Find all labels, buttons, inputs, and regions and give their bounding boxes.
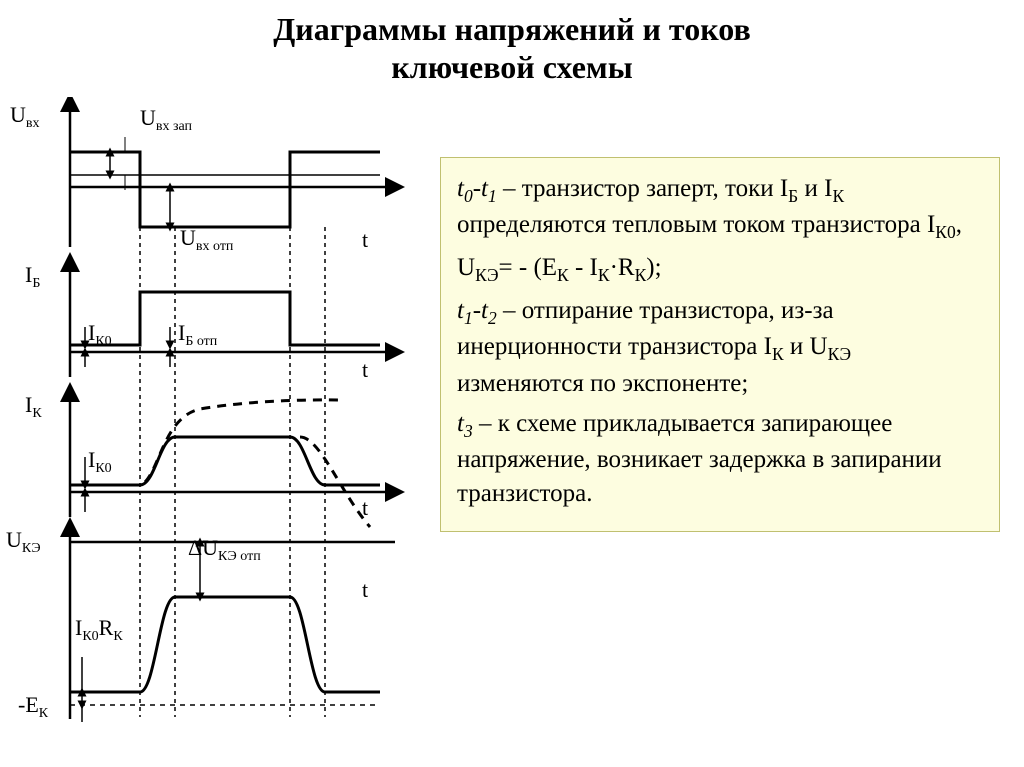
svg-text:IК0RК: IК0RК xyxy=(75,615,123,644)
desc-p1: t0-t1 – транзистор заперт, токи IБ и IК … xyxy=(457,172,983,245)
svg-text:Uвх отп: Uвх отп xyxy=(180,225,234,254)
title-line-1: Диаграммы напряжений и токов xyxy=(273,11,750,47)
svg-text:Uвх зап: Uвх зап xyxy=(140,105,193,134)
desc-p2: UКЭ= - (EК - IК·RК); xyxy=(457,251,983,288)
svg-text:IК0: IК0 xyxy=(88,320,112,349)
svg-text:t: t xyxy=(362,577,368,602)
svg-text:-EК: -EК xyxy=(18,692,49,721)
title-line-2: ключевой схемы xyxy=(391,49,632,85)
description-box: t0-t1 – транзистор заперт, токи IБ и IК … xyxy=(440,157,1000,532)
svg-text:IК: IК xyxy=(25,392,42,421)
page-content: Uвх Uвх зап Uвх отп t IБ IК0 xyxy=(0,97,1024,737)
svg-text:IК0: IК0 xyxy=(88,447,112,476)
desc-p3: t1-t2 – отпирание транзистора, из-за ине… xyxy=(457,294,983,401)
desc-p4: t3 – к схеме прикладывается запирающее н… xyxy=(457,407,983,511)
svg-text:t: t xyxy=(362,227,368,252)
page-title: Диаграммы напряжений и токов ключевой сх… xyxy=(0,0,1024,97)
svg-text:t: t xyxy=(362,357,368,382)
svg-text:Uвх: Uвх xyxy=(10,102,40,131)
timing-diagram: Uвх Uвх зап Uвх отп t IБ IК0 xyxy=(0,97,430,737)
svg-text:t: t xyxy=(362,495,368,520)
svg-text:ΔUКЭ отп: ΔUКЭ отп xyxy=(188,535,261,564)
svg-text:IБ отп: IБ отп xyxy=(178,320,218,349)
svg-text:UКЭ: UКЭ xyxy=(6,527,41,556)
svg-text:IБ: IБ xyxy=(25,262,40,291)
